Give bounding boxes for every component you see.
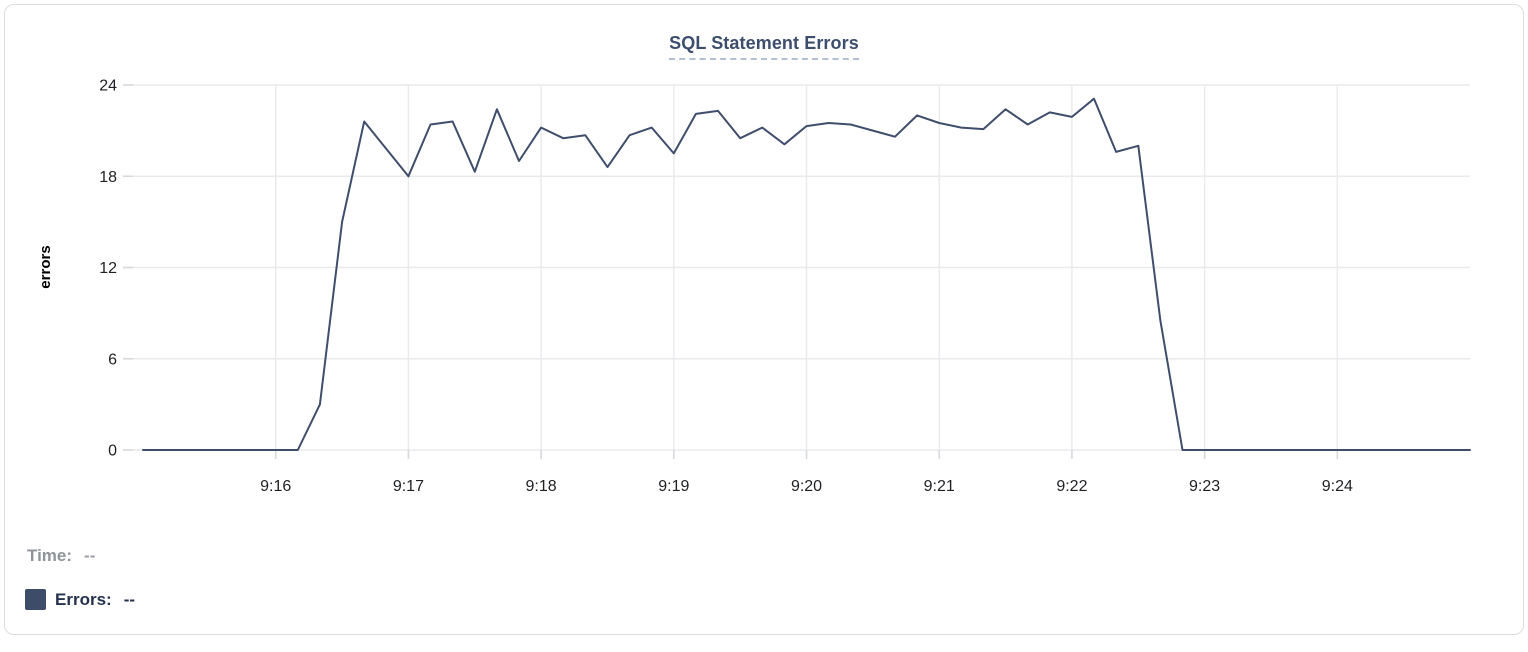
x-tick-label: 9:20 (791, 478, 822, 495)
tooltip-errors-row: Errors: -- (25, 589, 135, 610)
x-tick-label: 9:22 (1056, 478, 1087, 495)
chart-title[interactable]: SQL Statement Errors (669, 33, 859, 60)
y-axis-title: errors (37, 245, 54, 288)
y-tick-label: 18 (99, 169, 117, 186)
errors-series-swatch (25, 589, 46, 610)
tooltip-time-value: -- (84, 546, 96, 565)
errors-line-chart[interactable]: 0 6 12 18 24 9:16 9:17 9:18 9:19 9:20 9:21 9:22 9:23… (5, 5, 1523, 510)
tooltip-time-label: Time: (27, 546, 73, 565)
errors-series-line (142, 97, 1471, 451)
x-tick-label: 9:21 (924, 478, 955, 495)
x-tick-label: 9:17 (393, 478, 424, 495)
chart-title-wrap: SQL Statement Errors (5, 33, 1523, 60)
x-tick-label: 9:16 (260, 478, 291, 495)
tooltip-errors-value: -- (123, 589, 136, 609)
tooltip-time-row: Time: -- (27, 546, 95, 566)
x-tick-label: 9:24 (1322, 478, 1353, 495)
tooltip-errors-label: Errors: (55, 589, 112, 609)
x-tick-label: 9:23 (1189, 478, 1220, 495)
y-tick-label: 12 (99, 260, 117, 277)
chart-card: SQL Statement Errors 0 6 12 18 24 9:16 9:17 9:1… (4, 4, 1524, 635)
y-tick-label: 0 (108, 443, 117, 460)
x-tick-label: 9:18 (526, 478, 557, 495)
y-tick-label: 6 (108, 351, 117, 368)
y-tick-label: 24 (99, 78, 117, 95)
x-tick-label: 9:19 (658, 478, 689, 495)
